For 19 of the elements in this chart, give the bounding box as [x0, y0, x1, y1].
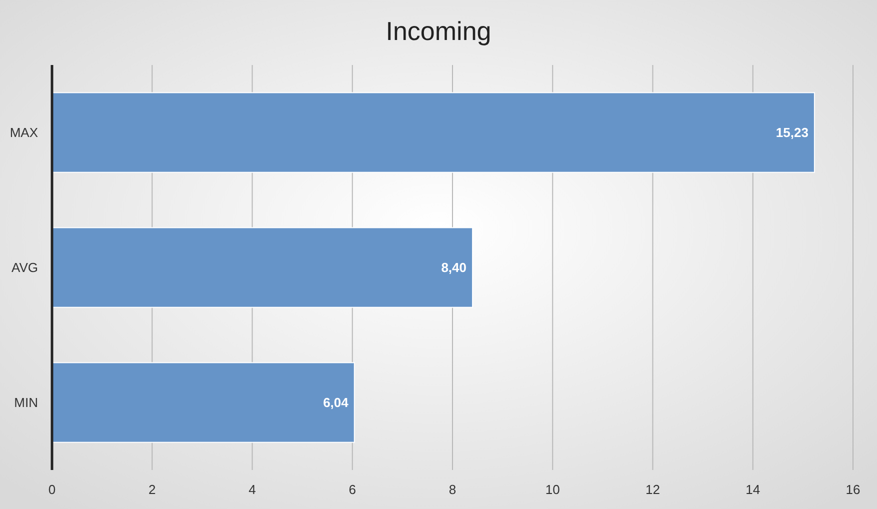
x-tick-label: 6	[348, 482, 356, 497]
x-tick-label: 0	[48, 482, 56, 497]
y-tick-label: MIN	[14, 395, 38, 410]
y-tick-label: AVG	[12, 260, 38, 276]
bar	[52, 227, 474, 308]
x-tick-label: 16	[846, 482, 860, 497]
y-tick-label: MAX	[10, 125, 38, 140]
chart-title: Incoming	[386, 16, 492, 46]
x-tick-label: 4	[248, 482, 256, 497]
bar	[52, 362, 355, 443]
x-tick-label: 14	[746, 482, 760, 497]
bar	[52, 92, 815, 173]
data-label: 8,40	[441, 260, 467, 276]
x-tick-label: 8	[448, 482, 456, 497]
x-tick-label: 12	[646, 482, 660, 497]
data-label: 15,23	[776, 125, 808, 140]
x-tick-label: 2	[148, 482, 156, 497]
data-label: 6,04	[323, 395, 350, 410]
x-tick-label: 10	[545, 482, 560, 497]
